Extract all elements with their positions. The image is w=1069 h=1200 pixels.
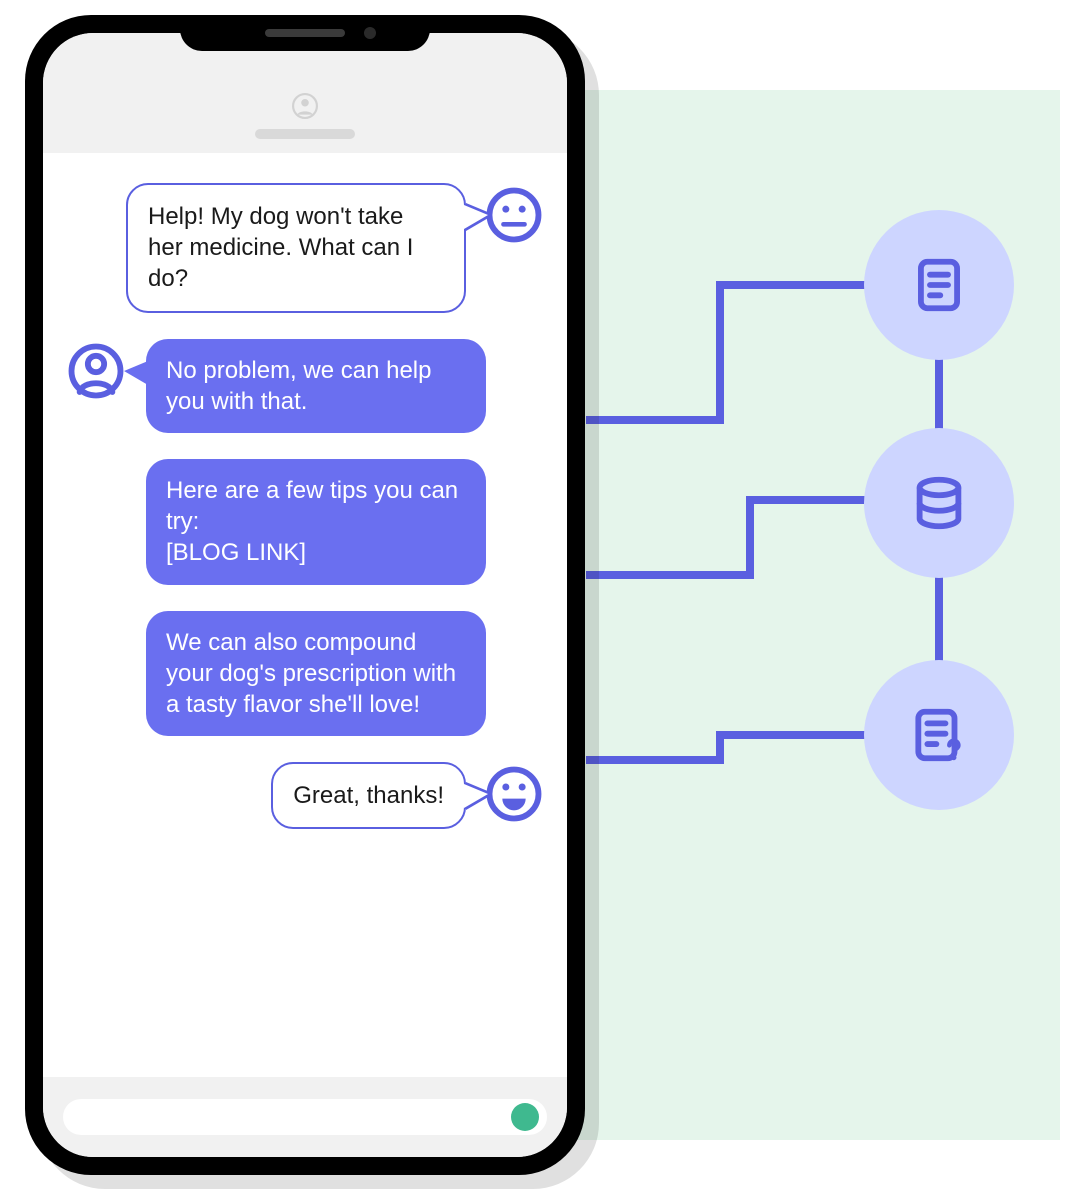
- message-row: Here are a few tips you can try: [BLOG L…: [68, 459, 542, 585]
- message-row: Help! My dog won't take her medicine. Wh…: [68, 183, 542, 313]
- bot-message-bubble: Here are a few tips you can try: [BLOG L…: [146, 459, 486, 585]
- agent-icon: [68, 343, 124, 399]
- message-row: Great, thanks!: [68, 762, 542, 829]
- faq-icon: [908, 704, 970, 766]
- message-row: No problem, we can help you with that.: [68, 339, 542, 433]
- database-icon: [908, 472, 970, 534]
- document-icon: [908, 254, 970, 316]
- message-input[interactable]: [63, 1099, 547, 1135]
- bot-message-bubble: No problem, we can help you with that.: [146, 339, 486, 433]
- chat-header: [43, 33, 567, 153]
- message-row: We can also compound your dog's prescrip…: [68, 611, 542, 737]
- user-message-bubble: Help! My dog won't take her medicine. Wh…: [126, 183, 466, 313]
- contact-name-placeholder: [255, 129, 355, 139]
- compose-bar: [43, 1077, 567, 1157]
- chat-thread: Help! My dog won't take her medicine. Wh…: [43, 153, 567, 1077]
- phone-notch: [180, 15, 430, 51]
- bot-message-bubble: We can also compound your dog's prescrip…: [146, 611, 486, 737]
- face-neutral-icon: [486, 187, 542, 243]
- resource-node-faq: [864, 660, 1014, 810]
- contact-avatar-icon: [292, 93, 318, 119]
- resource-node-database: [864, 428, 1014, 578]
- phone-screen: Help! My dog won't take her medicine. Wh…: [43, 33, 567, 1157]
- face-happy-icon: [486, 766, 542, 822]
- user-message-bubble: Great, thanks!: [271, 762, 466, 829]
- send-button[interactable]: [511, 1103, 539, 1131]
- resource-node-document: [864, 210, 1014, 360]
- phone-frame: Help! My dog won't take her medicine. Wh…: [25, 15, 585, 1175]
